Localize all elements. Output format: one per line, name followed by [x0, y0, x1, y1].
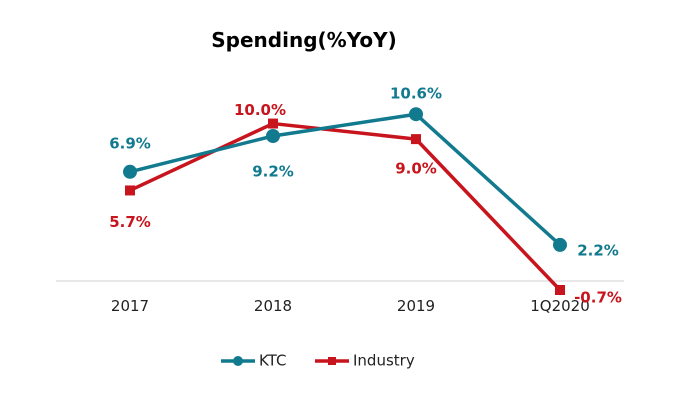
x-tick-label-0: 2017 [111, 297, 149, 315]
data-label-industry-0: 5.7% [109, 213, 151, 231]
data-label-ktc-3: 2.2% [577, 241, 619, 259]
legend-marker-industry [328, 357, 336, 365]
x-tick-label-2: 2019 [397, 297, 435, 315]
data-labels: 6.9% 9.2% 10.6% 2.2% 5.7% 10.0% 9.0% -0.7% [109, 85, 622, 307]
point-industry-2 [411, 134, 421, 145]
data-label-ktc-2: 10.6% [390, 85, 442, 103]
data-label-industry-3: -0.7% [574, 289, 622, 307]
x-tick-label-1: 2018 [254, 297, 292, 315]
series-line-ktc [129, 112, 562, 247]
series-layer [123, 107, 567, 295]
legend: KTC Industry [221, 352, 415, 370]
legend-marker-ktc [233, 356, 243, 366]
point-ktc-1 [266, 129, 280, 143]
data-label-industry-1: 10.0% [234, 101, 286, 119]
chart-title: Spending(%YoY) [211, 28, 396, 52]
point-ktc-3 [553, 237, 567, 252]
point-ktc-0 [123, 164, 137, 179]
data-label-ktc-1: 9.2% [252, 163, 294, 181]
x-axis-ticks: 2017 2018 2019 1Q2020 [111, 297, 590, 315]
legend-label-ktc: KTC [259, 352, 286, 370]
legend-item-ktc: KTC [221, 352, 286, 370]
data-label-ktc-0: 6.9% [109, 134, 151, 152]
point-industry-1 [268, 118, 278, 129]
point-ktc-2 [409, 107, 423, 122]
legend-item-industry: Industry [315, 352, 415, 370]
point-industry-0 [125, 185, 135, 196]
legend-label-industry: Industry [353, 352, 415, 370]
data-label-industry-2: 9.0% [395, 160, 437, 178]
x-tick-label-3: 1Q2020 [530, 297, 590, 315]
point-industry-3 [555, 285, 565, 295]
series-line-industry [129, 121, 562, 292]
